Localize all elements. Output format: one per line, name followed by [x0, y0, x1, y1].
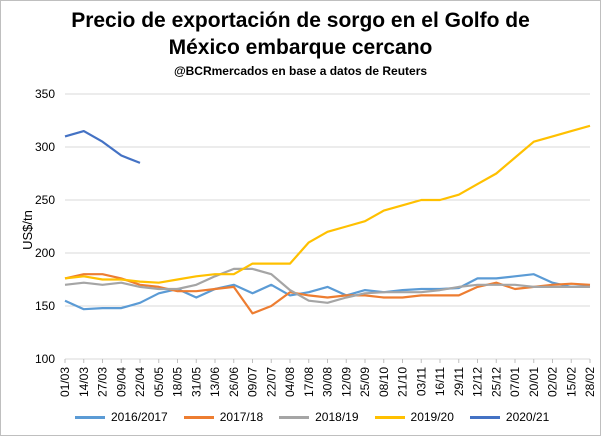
x-tick-label: 31/05	[189, 367, 203, 397]
series-line-2017-18	[64, 273, 591, 315]
chart-legend: 2016/2017 2017/18 2018/19 2019/20 2020/21	[75, 410, 565, 424]
legend-item: 2018/19	[279, 410, 359, 424]
x-tick-label: 20/01	[527, 367, 541, 397]
x-tick-label: 12/12	[471, 367, 485, 397]
x-tick-label: 09/07	[246, 367, 260, 397]
legend-swatch	[75, 415, 105, 419]
x-tick-label: 28/02	[583, 367, 597, 397]
x-tick-label: 17/08	[302, 367, 316, 397]
legend-swatch	[279, 415, 310, 419]
legend-label: 2020/21	[505, 410, 550, 424]
legend-item: 2017/18	[183, 410, 264, 424]
chart-subtitle: @BCRmercados en base a datos de Reuters	[173, 64, 428, 78]
y-tick-label: 200	[35, 246, 55, 260]
series-line-2016-2017	[64, 273, 591, 311]
x-tick-label: 07/01	[508, 367, 522, 397]
legend-item: 2019/20	[374, 410, 454, 424]
x-tick-label: 12/09	[339, 367, 353, 397]
x-tick-labels: 01/03 14/03 27/03 09/04 22/04 05/05 18/05 31/05…	[58, 359, 597, 397]
y-tick-labels: 100 150 200 250 300 350	[35, 87, 55, 366]
x-tick-label: 26/06	[227, 367, 241, 397]
x-tick-label: 21/10	[396, 367, 410, 397]
x-tick-label: 04/08	[283, 367, 297, 397]
x-tick-label: 15/02	[564, 367, 578, 397]
y-tick-label: 100	[35, 352, 55, 366]
x-tick-label: 25/12	[489, 367, 503, 397]
x-tick-label: 30/08	[321, 367, 335, 397]
legend-item: 2020/21	[469, 410, 550, 424]
x-tick-label: 29/11	[452, 367, 466, 396]
legend-swatch	[469, 415, 500, 419]
x-tick-label: 25/09	[358, 367, 372, 397]
x-tick-label: 18/05	[171, 367, 185, 397]
x-tick-label: 02/02	[546, 367, 560, 397]
series-line-2020-21	[64, 130, 141, 164]
x-tick-label: 27/03	[96, 367, 110, 397]
x-tick-label: 16/11	[433, 367, 447, 396]
x-tick-label: 14/03	[77, 367, 91, 397]
legend-label: 2019/20	[410, 410, 454, 424]
legend-item: 2016/2017	[75, 410, 168, 424]
legend-swatch	[183, 415, 214, 419]
chart-title-line1: Precio de exportación de sorgo en el Gol…	[71, 9, 530, 32]
y-tick-label: 250	[35, 193, 55, 207]
y-tick-label: 300	[35, 140, 55, 154]
x-tick-label: 09/04	[114, 367, 128, 397]
legend-label: 2018/19	[315, 410, 359, 424]
y-tick-label: 150	[35, 299, 55, 313]
x-tick-label: 08/10	[377, 367, 391, 397]
legend-label: 2016/2017	[111, 410, 168, 424]
x-tick-label: 01/03	[58, 367, 72, 397]
y-tick-label: 350	[35, 87, 55, 101]
series-line-2019-20	[64, 124, 591, 284]
chart-title-line2: México embarque cercano	[168, 36, 433, 59]
x-tick-label: 05/05	[152, 367, 166, 397]
x-tick-label: 03/11	[414, 367, 428, 396]
x-tick-label: 22/07	[264, 367, 278, 397]
x-tick-label: 13/06	[208, 367, 222, 397]
series-lines	[64, 124, 591, 315]
x-tick-label: 22/04	[133, 367, 147, 397]
grid-lines	[65, 93, 590, 360]
legend-swatch	[374, 415, 405, 419]
legend-label: 2017/18	[219, 410, 264, 424]
series-line-2018-19	[64, 267, 590, 304]
y-axis-label: US$/tn	[20, 210, 35, 250]
